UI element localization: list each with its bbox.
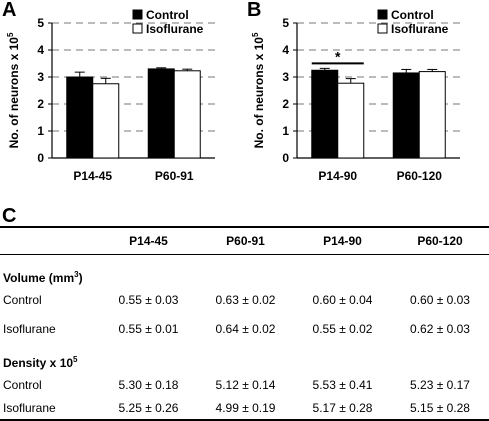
bar-isoflurane-p14-45 [92,83,120,159]
table-cell: 4.99 ± 0.19 [215,400,276,415]
section-row-density: Density x 105 [0,340,489,373]
legend-label-control: Control [391,8,434,22]
panel-label-c: C [2,205,17,227]
category-label: P60-91 [155,169,194,183]
y-tick-label: 1 [37,124,44,138]
y-tick-label: 5 [37,16,44,30]
section-row-volume: Volume (mm3) [0,255,489,289]
legend-label-control: Control [146,8,189,22]
table-row: Control 0.55 ± 0.03 0.63 ± 0.02 0.60 ± 0… [0,288,489,311]
table-cell: 5.17 ± 0.28 [312,400,373,415]
row-label: Control [3,292,42,307]
column-header: P14-45 [129,234,168,248]
section-title-volume: Volume (mm3) [3,270,83,285]
table-row: Control 5.30 ± 0.18 5.12 ± 0.14 5.53 ± 0… [0,373,489,396]
category-label: P14-45 [73,169,112,183]
y-tick-label: 3 [37,70,44,84]
table-cell: 5.53 ± 0.41 [312,377,373,392]
y-tick-label: 0 [282,151,289,165]
column-header: P60-120 [417,234,463,248]
table-header-row: P14-45 P60-91 P14-90 P60-120 [0,227,489,255]
bar-isoflurane-p60-91 [173,70,201,159]
table-cell: 5.30 ± 0.18 [118,377,179,392]
y-tick-label: 4 [282,43,289,57]
significance-marker: * [335,48,341,64]
bar-isoflurane-p60-120 [418,71,446,159]
y-axis-title: No. of neurons x 105 [251,32,266,148]
bar-control-p14-45 [66,76,94,159]
y-axis-title: No. of neurons x 105 [6,32,21,148]
table-cell: 0.55 ± 0.03 [118,292,179,307]
table-cell: 0.55 ± 0.01 [118,321,179,336]
y-tick-label: 2 [282,97,289,111]
table-cell: 0.60 ± 0.04 [312,292,373,307]
legend-swatch-isoflurane [377,23,388,34]
table-cell: 5.12 ± 0.14 [215,377,276,392]
bar-control-p60-91 [147,68,175,159]
category-label: P60-120 [397,169,443,183]
bar-control-p14-90 [311,69,339,159]
section-title-density: Density x 105 [3,355,78,370]
panel-label-a: A [2,0,17,21]
table-cell: 0.60 ± 0.03 [410,292,470,307]
table-cell: 0.63 ± 0.02 [215,292,276,307]
y-tick-label: 4 [37,43,44,57]
row-label: Isoflurane [3,400,56,415]
table-cell: 5.23 ± 0.17 [410,377,470,392]
table-row: Isoflurane 5.25 ± 0.26 4.99 ± 0.19 5.17 … [0,396,489,420]
y-tick-label: 1 [282,124,289,138]
panel-label-b: B [247,0,262,21]
bar-isoflurane-p14-90 [337,82,365,159]
y-tick-label: 5 [282,16,289,30]
morphometry-table: P14-45 P60-91 P14-90 P60-120 Volume (mm3… [0,226,489,421]
column-header: P60-91 [226,234,265,248]
table-cell: 5.25 ± 0.26 [118,400,179,415]
y-tick-label: 0 [37,151,44,165]
row-label: Control [3,377,42,392]
table-cell: 0.64 ± 0.02 [215,321,276,336]
legend-label-isoflurane: Isoflurane [146,22,204,36]
bar-chart-b: 0 1 2 3 4 5 No. of neurons x 105 P14-90 * P60-120… [251,8,460,183]
category-label: P14-90 [318,169,357,183]
table-cell: 0.62 ± 0.03 [410,321,470,336]
legend-swatch-control [377,9,388,20]
y-tick-label: 3 [282,70,289,84]
legend-swatch-control [132,9,143,20]
table-row: Isoflurane 0.55 ± 0.01 0.64 ± 0.02 0.55 … [0,317,489,340]
row-label: Isoflurane [3,321,56,336]
legend-swatch-isoflurane [132,23,143,34]
header-empty [0,227,100,255]
legend-label-isoflurane: Isoflurane [391,22,449,36]
bar-control-p60-120 [392,72,420,159]
y-tick-label: 2 [37,97,44,111]
column-header: P14-90 [323,234,362,248]
table-cell: 0.55 ± 0.02 [312,321,373,336]
bar-chart-a: 0 1 2 3 4 5 No. of neurons x 105 P14-45 P60-91 Co… [6,8,215,183]
table-cell: 5.15 ± 0.28 [410,400,470,415]
